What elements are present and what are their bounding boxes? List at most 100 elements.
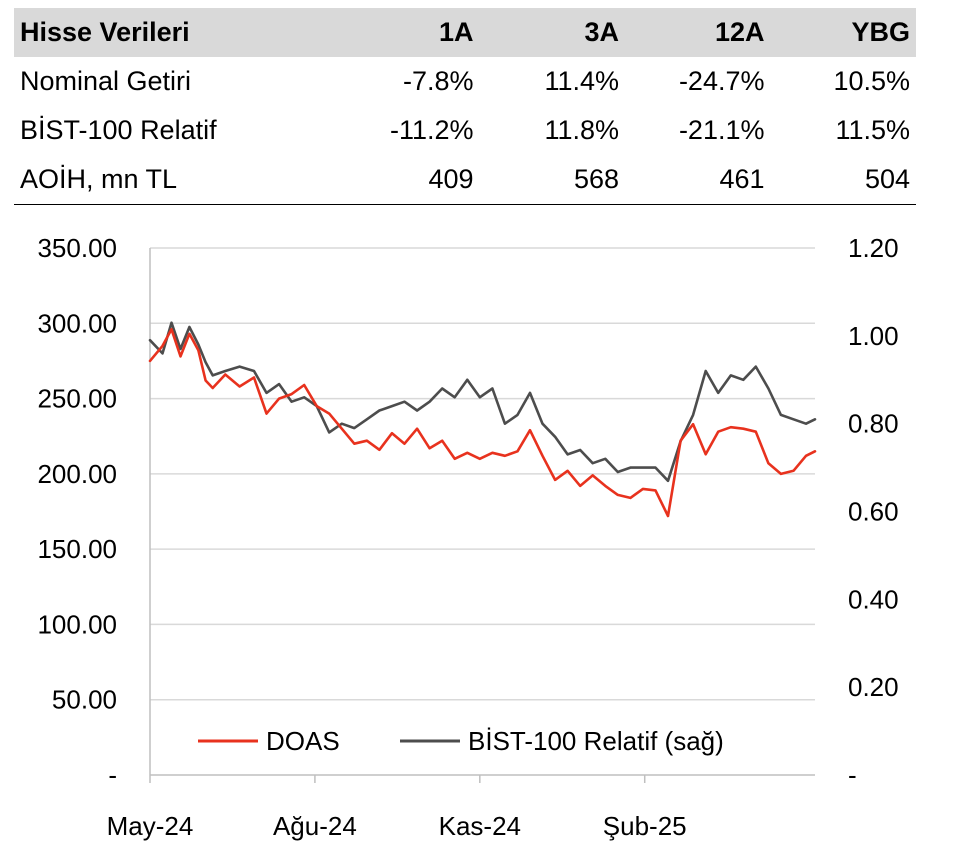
stock-data-table: Hisse Verileri 1A 3A 12A YBG Nominal Get… xyxy=(14,8,916,205)
bist-relative-point xyxy=(780,414,782,416)
doas-point xyxy=(378,448,381,451)
cell-12a: -24.7% xyxy=(678,66,765,96)
doas-point xyxy=(170,328,173,331)
y-right-tick-label: 0.20 xyxy=(848,672,899,702)
table-row: BİST-100 Relatif -11.2% 11.8% -21.1% 11.… xyxy=(14,106,916,155)
bist-relative-point xyxy=(170,321,173,324)
doas-point xyxy=(290,393,293,395)
doas-point xyxy=(366,439,368,442)
doas-point xyxy=(654,489,657,492)
bist-relative-point xyxy=(742,378,745,381)
table-row: Nominal Getiri -7.8% 11.4% -24.7% 10.5% xyxy=(14,57,916,106)
bist-relative-point xyxy=(453,396,456,399)
bist-relative-point xyxy=(805,422,807,425)
cell-3a: 568 xyxy=(479,155,625,205)
bist-relative-point xyxy=(579,449,582,451)
header-3a: 3A xyxy=(479,8,625,57)
y-left-tick-label: 250.00 xyxy=(37,384,117,414)
doas-point xyxy=(478,457,481,460)
bist-relative-point xyxy=(792,418,795,421)
header-12a: 12A xyxy=(625,8,771,57)
cell-3a: 11.4% xyxy=(544,66,619,96)
bist-relative-point xyxy=(353,427,356,429)
doas-point xyxy=(541,454,544,457)
legend-label-doas: DOAS xyxy=(266,726,340,756)
doas-point xyxy=(792,469,795,472)
series-line-bist-relative xyxy=(148,321,817,483)
doas-point xyxy=(579,485,582,487)
header-title: Hisse Verileri xyxy=(14,8,334,57)
doas-point xyxy=(629,497,632,499)
doas-point xyxy=(391,432,393,435)
doas-point xyxy=(340,427,343,430)
y-right-tick-label: 1.20 xyxy=(848,233,899,263)
legend: DOAS BİST-100 Relatif (sağ) xyxy=(198,726,724,756)
doas-point xyxy=(403,442,406,445)
bist-relative-point xyxy=(491,387,494,390)
row-label: Nominal Getiri xyxy=(20,66,192,96)
doas-point xyxy=(504,454,506,457)
doas-point xyxy=(188,332,191,335)
series-line-doas xyxy=(148,327,817,518)
doas-point xyxy=(428,447,431,450)
doas-point xyxy=(453,457,456,460)
doas-point xyxy=(667,515,669,517)
y-right-tick-label: 0.80 xyxy=(848,409,899,439)
y-left-tick-label: 300.00 xyxy=(37,308,117,338)
bist-relative-point xyxy=(466,378,469,381)
bist-relative-point xyxy=(290,400,293,403)
x-tick-label: Kas-24 xyxy=(439,811,521,841)
doas-point xyxy=(767,462,770,465)
doas-point xyxy=(303,384,306,386)
bist-relative-point xyxy=(654,466,657,469)
doas-point xyxy=(529,429,531,432)
bist-relative-point xyxy=(441,387,444,390)
doas-point xyxy=(278,397,280,400)
cell-ybg: 504 xyxy=(770,155,916,205)
y-right-tick-label: 0.60 xyxy=(848,497,899,527)
doas-point xyxy=(211,387,214,389)
x-tick-label: May-24 xyxy=(107,811,194,841)
y-left-tick-label: - xyxy=(108,760,117,790)
bist-relative-point xyxy=(704,370,707,372)
bist-relative-point xyxy=(265,392,268,394)
doas-point xyxy=(591,474,594,477)
doas-point xyxy=(679,439,682,442)
bist-relative-point xyxy=(366,418,368,421)
cell-3a: 11.8% xyxy=(544,115,619,145)
cell-12a: -21.1% xyxy=(678,115,765,145)
bist-relative-point xyxy=(729,374,732,377)
x-tick-label: Şub-25 xyxy=(603,811,687,841)
y-left-tick-label: 350.00 xyxy=(37,233,117,263)
doas-point xyxy=(729,426,732,429)
bist-relative-point xyxy=(566,453,569,456)
legend-label-bist-relative: BİST-100 Relatif (sağ) xyxy=(468,726,724,756)
bist-relative-point xyxy=(188,326,191,328)
doas-point xyxy=(692,423,694,426)
doas-point xyxy=(149,360,151,362)
cell-ybg: 11.5% xyxy=(835,115,910,145)
bist-relative-point xyxy=(767,387,770,390)
doas-point xyxy=(704,453,707,456)
table-row: AOİH, mn TL 409 568 461 504 xyxy=(14,155,916,205)
y-right-tick-label: 0.40 xyxy=(848,584,899,614)
bist-relative-point xyxy=(197,343,200,346)
bist-relative-point xyxy=(340,422,343,425)
x-tick-label: Ağu-24 xyxy=(273,811,357,841)
bist-relative-point xyxy=(224,370,227,372)
doas-point xyxy=(566,469,569,472)
doas-point xyxy=(466,451,469,454)
bist-relative-point xyxy=(149,339,151,342)
doas-point xyxy=(616,494,619,496)
cell-1a: -7.8% xyxy=(402,66,474,96)
doas-point xyxy=(416,427,418,430)
bist-relative-point xyxy=(642,466,644,469)
cell-1a: 409 xyxy=(334,155,480,205)
bist-relative-point xyxy=(667,479,669,482)
doas-point xyxy=(780,473,782,475)
doas-point xyxy=(554,479,556,481)
bist-relative-point xyxy=(504,422,506,425)
y-right-tick-label: 1.00 xyxy=(848,321,899,351)
doas-point xyxy=(197,349,200,352)
